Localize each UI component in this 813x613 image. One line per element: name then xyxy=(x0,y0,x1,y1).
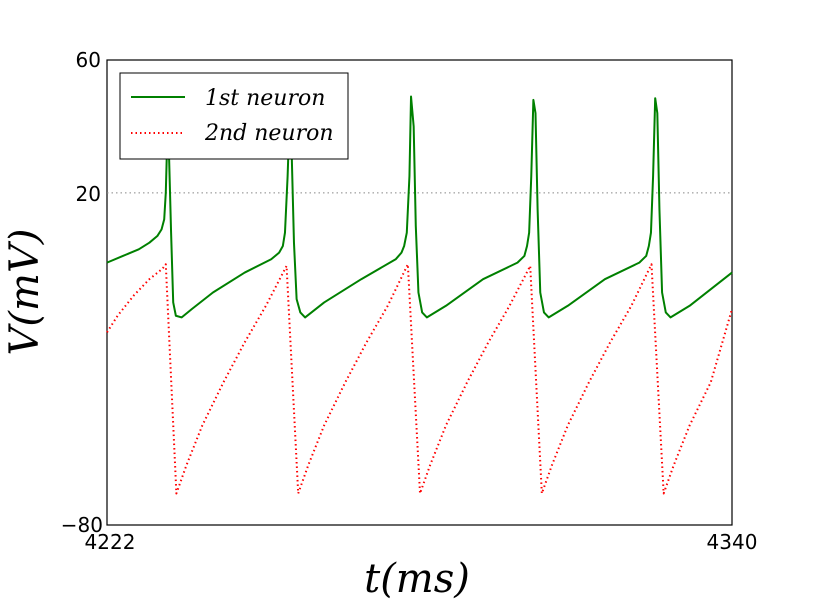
x-axis-label: t(ms) xyxy=(364,556,470,602)
x-tick-label-start: 4222 xyxy=(85,530,136,554)
series-layer xyxy=(106,95,733,495)
series-line-1st-neuron xyxy=(106,95,733,319)
x-tick-label-end: 4340 xyxy=(707,530,758,554)
legend-label-2nd-neuron: 2nd neuron xyxy=(204,121,334,146)
y-tick-label-top: 60 xyxy=(76,48,101,72)
y-axis-label: V(mV) xyxy=(2,229,48,356)
axis-layer: 60 20 −80 4222 4340 t(ms) V(mV) xyxy=(2,48,757,602)
legend-label-1st-neuron: 1st neuron xyxy=(205,86,325,111)
legend: 1st neuron 2nd neuron xyxy=(119,72,349,160)
y-tick-label-bottom: −80 xyxy=(61,513,103,537)
legend-box xyxy=(119,72,349,160)
series-line-2nd-neuron xyxy=(106,263,733,495)
y-tick-label-mid: 20 xyxy=(76,182,101,206)
